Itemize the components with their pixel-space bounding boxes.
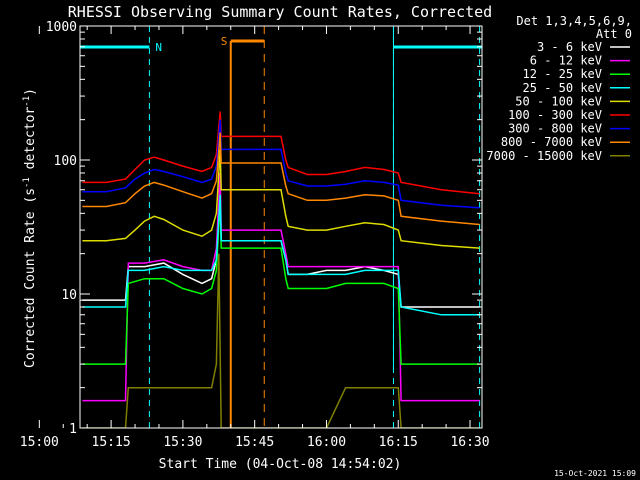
plot-frame <box>79 25 483 429</box>
y-label-sup1: -1 <box>22 177 32 188</box>
generation-timestamp: 15-Oct-2021 15:09 <box>554 469 636 478</box>
x-tick-label: 15:15 <box>92 435 131 450</box>
y-label-end: ) <box>23 88 38 96</box>
x-axis-label: Start Time (04-Oct-08 14:54:02) <box>159 457 402 472</box>
series-line-4 <box>82 149 480 249</box>
series-line-7 <box>82 132 480 226</box>
y-label-main: Corrected Count Rate (s <box>23 188 38 368</box>
night-label: N <box>155 41 162 54</box>
legend-label-6: 300 - 800 keV <box>508 122 602 136</box>
legend-label-3: 25 - 50 keV <box>523 81 602 95</box>
x-tick-label: 16:15 <box>379 435 418 450</box>
y-label-sup2: -1 <box>22 96 32 107</box>
chart-title: RHESSI Observing Summary Count Rates, Co… <box>68 3 492 21</box>
x-tick-label: 15:30 <box>163 435 202 450</box>
y-tick-label: 100 <box>54 154 77 169</box>
y-axis-label: Corrected Count Rate (s-1 detector-1) <box>22 88 38 368</box>
legend-label-0: 3 - 6 keV <box>537 40 602 54</box>
series-line-3 <box>82 194 480 316</box>
series-line-2 <box>82 200 480 365</box>
legend-header-detectors: Det 1,3,4,5,6,9, <box>516 14 632 28</box>
x-tick-label: 15:45 <box>235 435 274 450</box>
legend-label-2: 12 - 25 keV <box>523 67 602 81</box>
legend-label-7: 800 - 7000 keV <box>501 135 602 149</box>
legend-header-attenuator: Att 0 <box>596 27 632 41</box>
y-tick-label: 10 <box>61 288 77 303</box>
y-label-mid: detector <box>23 107 38 178</box>
series-line-1 <box>82 172 480 402</box>
legend-label-5: 100 - 300 keV <box>508 108 602 122</box>
y-tick-label: 1000 <box>46 20 77 35</box>
legend-label-8: 7000 - 15000 keV <box>486 149 602 163</box>
x-tick-label: 15:00 <box>20 435 59 450</box>
series-line-8 <box>82 253 480 428</box>
x-tick-label: 16:00 <box>307 435 346 450</box>
y-tick-label: 1 <box>69 422 77 437</box>
legend-label-4: 50 - 100 keV <box>515 94 602 108</box>
legend-label-1: 6 - 12 keV <box>530 54 602 68</box>
saa-label: S <box>221 35 228 48</box>
x-tick-label: 16:30 <box>450 435 489 450</box>
